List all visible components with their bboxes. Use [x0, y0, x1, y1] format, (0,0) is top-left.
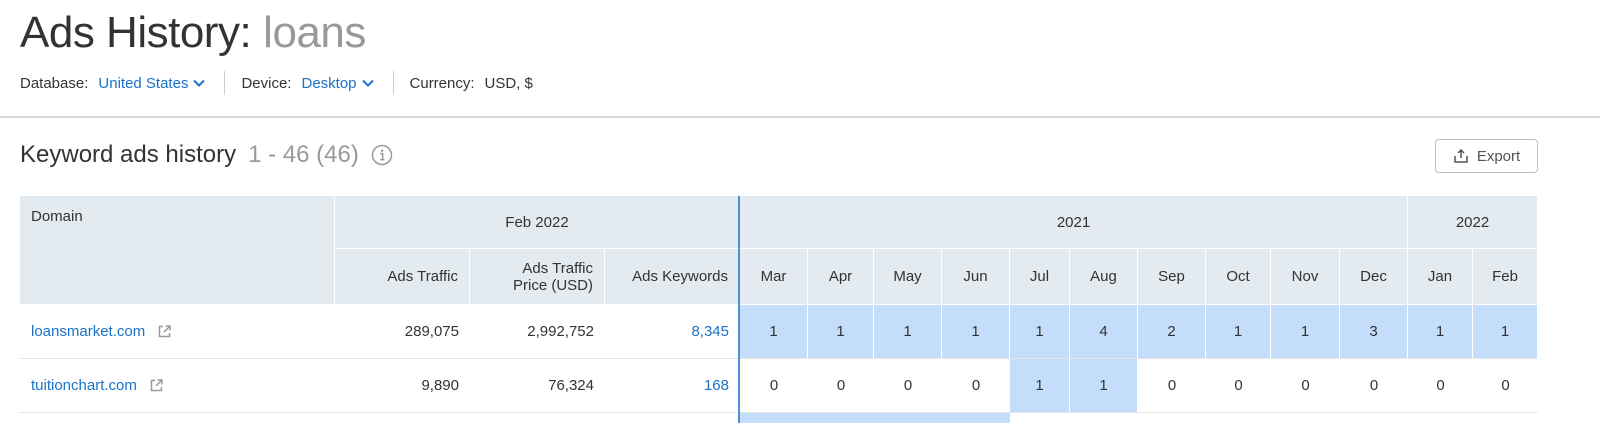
- month-cell: 1: [740, 305, 808, 359]
- device-dropdown[interactable]: Desktop: [301, 75, 374, 92]
- month-cell: 4: [1070, 305, 1138, 359]
- info-icon[interactable]: [371, 144, 393, 166]
- month-cell: 0: [1138, 359, 1206, 413]
- table-row-partial: [740, 413, 1010, 423]
- month-cell: 1: [1271, 305, 1340, 359]
- column-header-month-jul: Jul: [1010, 249, 1070, 305]
- column-header-month-apr: Apr: [808, 249, 874, 305]
- filter-separator: [224, 71, 226, 95]
- ads-traffic-cell: 9,890: [335, 359, 470, 413]
- section-header: Keyword ads history 1 - 46 (46): [20, 138, 393, 172]
- month-cell: 0: [1340, 359, 1408, 413]
- group-header-2022: 2022: [1408, 196, 1538, 249]
- export-icon: [1454, 148, 1468, 163]
- domain-link[interactable]: tuitionchart.com: [31, 377, 137, 394]
- month-cell: 1: [1408, 305, 1473, 359]
- month-cell: 1: [1010, 305, 1070, 359]
- month-cell: 0: [1206, 359, 1271, 413]
- month-cell: 0: [1408, 359, 1473, 413]
- export-label: Export: [1476, 147, 1521, 165]
- month-cell: 0: [740, 359, 808, 413]
- ads-keywords-cell[interactable]: 8,345: [605, 305, 740, 359]
- column-header-month-aug: Aug: [1070, 249, 1138, 305]
- column-header-month-sep: Sep: [1138, 249, 1206, 305]
- currency-filter: Currency: USD, $: [410, 75, 533, 92]
- column-header-month-nov: Nov: [1271, 249, 1340, 305]
- page-header: Ads History: loans: [20, 8, 366, 64]
- table-row-domain: tuitionchart.com: [20, 359, 335, 413]
- month-cell: 3: [1340, 305, 1408, 359]
- month-cell: 1: [874, 305, 942, 359]
- column-header-month-jan: Jan: [1408, 249, 1473, 305]
- column-header-month-jun: Jun: [942, 249, 1010, 305]
- column-header-ads-traffic[interactable]: Ads Traffic: [335, 249, 470, 305]
- device-filter: Device: Desktop: [241, 75, 374, 92]
- filter-separator: [392, 71, 394, 95]
- column-header-domain[interactable]: Domain: [20, 196, 335, 305]
- month-cell: 2: [1138, 305, 1206, 359]
- database-dropdown[interactable]: United States: [98, 75, 206, 92]
- column-header-month-dec: Dec: [1340, 249, 1408, 305]
- table-row-domain: loansmarket.com: [20, 305, 335, 359]
- page-title: Ads History:: [20, 8, 252, 57]
- external-link-icon[interactable]: [149, 378, 164, 393]
- domain-link[interactable]: loansmarket.com: [31, 323, 146, 340]
- month-cell: 0: [808, 359, 874, 413]
- export-button[interactable]: Export: [1435, 139, 1538, 173]
- month-cell: 1: [1473, 305, 1538, 359]
- database-filter: Database: United States: [20, 75, 206, 92]
- ads-traffic-cell: 289,075: [335, 305, 470, 359]
- section-title: Keyword ads history: [20, 141, 237, 168]
- device-value: Desktop: [301, 74, 357, 92]
- group-header-feb-2022: Feb 2022: [335, 196, 740, 249]
- column-header-ads-traffic-price[interactable]: Ads Traffic Price (USD): [470, 249, 605, 305]
- month-cell: 1: [942, 305, 1010, 359]
- currency-value: USD, $: [484, 74, 533, 92]
- results-count: 1 - 46 (46): [248, 141, 359, 168]
- header-divider: [0, 116, 1600, 118]
- database-label: Database:: [20, 74, 89, 92]
- month-cell: 1: [1070, 359, 1138, 413]
- period-divider: [738, 196, 740, 423]
- column-header-month-may: May: [874, 249, 942, 305]
- database-value: United States: [98, 74, 189, 92]
- month-cell: 0: [1271, 359, 1340, 413]
- month-cell: 0: [1473, 359, 1538, 413]
- month-cell: 0: [942, 359, 1010, 413]
- external-link-icon[interactable]: [157, 324, 172, 339]
- chevron-down-icon: [361, 79, 374, 87]
- column-header-month-feb: Feb: [1473, 249, 1538, 305]
- currency-label: Currency:: [409, 74, 475, 92]
- group-header-2021: 2021: [740, 196, 1408, 249]
- column-header-ads-keywords[interactable]: Ads Keywords: [605, 249, 740, 305]
- month-cell: 0: [874, 359, 942, 413]
- month-cell: 1: [1010, 359, 1070, 413]
- filter-bar: Database: United States Device: Desktop …: [20, 70, 533, 96]
- column-header-month-mar: Mar: [740, 249, 808, 305]
- month-cell: 1: [808, 305, 874, 359]
- ads-traffic-price-cell: 76,324: [470, 359, 605, 413]
- page-query: loans: [263, 8, 366, 57]
- chevron-down-icon: [193, 79, 206, 87]
- ads-keywords-cell[interactable]: 168: [605, 359, 740, 413]
- column-header-month-oct: Oct: [1206, 249, 1271, 305]
- device-label: Device:: [241, 74, 292, 92]
- ads-traffic-price-cell: 2,992,752: [470, 305, 605, 359]
- month-cell: 1: [1206, 305, 1271, 359]
